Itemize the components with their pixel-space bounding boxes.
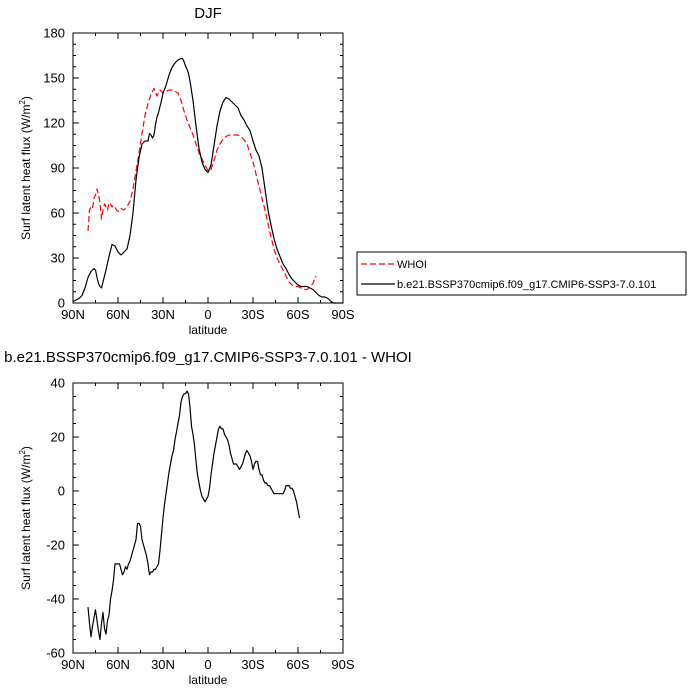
top-x-tick-label: 30N (151, 307, 175, 322)
top-x-tick-label: 30S (241, 307, 264, 322)
bottom-x-tick-label: 30S (241, 657, 264, 672)
top-chart: DJF 90N 60N 30N 0 30S 60S 90S 0 30 60 90 120 150 180 la… (18, 5, 355, 337)
top-x-tick-label: 60N (106, 307, 130, 322)
bottom-y-tick-label: -20 (46, 538, 65, 553)
bottom-chart: b.e21.BSSP370cmip6.f09_g17.CMIP6-SSP3-7.… (4, 349, 412, 687)
bottom-y-tick-label: 0 (58, 484, 65, 499)
top-y-tick-label: 180 (43, 26, 65, 41)
bottom-x-tick-label: 0 (204, 657, 211, 672)
bottom-x-axis-label: latitude (189, 673, 228, 687)
bottom-y-tick-label: -60 (46, 646, 65, 661)
top-x-tick-label: 0 (204, 307, 211, 322)
legend-label-0: WHOI (397, 259, 427, 271)
top-y-tick-label: 60 (51, 206, 65, 221)
legend: WHOI b.e21.BSSP370cmip6.f09_g17.CMIP6-SSP… (356, 251, 687, 296)
bottom-y-axis-label-text: Surf latent heat flux (W/m (19, 455, 33, 590)
top-y-tick-label: 30 (51, 251, 65, 266)
top-series-line-1 (72, 57, 343, 304)
top-y-tick-label: 0 (58, 296, 65, 311)
top-y-axis-label-sup: 2 (18, 100, 27, 105)
top-y-tick-label: 150 (43, 71, 65, 86)
bottom-plot-frame (72, 382, 344, 654)
top-plot-frame (72, 32, 344, 304)
bottom-x-tick-label: 90N (61, 657, 85, 672)
top-y-axis-label-close: ) (19, 96, 33, 100)
top-series-line-0 (87, 87, 317, 291)
top-x-tick-label: 90S (331, 307, 354, 322)
top-y-axis-label-text: Surf latent heat flux (W/m (19, 105, 33, 240)
bottom-x-tick-label: 60S (286, 657, 309, 672)
top-y-tick-label: 120 (43, 116, 65, 131)
bottom-y-tick-label: 40 (51, 376, 65, 391)
bottom-series-line-0 (87, 390, 301, 641)
top-x-axis-label: latitude (189, 323, 228, 337)
top-x-tick-label: 60S (286, 307, 309, 322)
top-y-tick-label: 90 (51, 161, 65, 176)
top-x-tick-label: 90N (61, 307, 85, 322)
bottom-chart-title: b.e21.BSSP370cmip6.f09_g17.CMIP6-SSP3-7.… (4, 349, 412, 366)
bottom-x-tick-label: 60N (106, 657, 130, 672)
bottom-y-tick-label: 20 (51, 430, 65, 445)
bottom-x-tick-label: 30N (151, 657, 175, 672)
bottom-x-tick-label: 90S (331, 657, 354, 672)
bottom-y-axis-label: Surf latent heat flux (W/m2) (18, 446, 33, 590)
top-chart-title: DJF (194, 5, 222, 22)
legend-label-1: b.e21.BSSP370cmip6.f09_g17.CMIP6-SSP3-7.… (397, 279, 656, 291)
bottom-y-axis-label-close: ) (19, 446, 33, 450)
legend-box (356, 251, 687, 296)
bottom-y-axis-label-sup: 2 (18, 450, 27, 455)
bottom-y-tick-label: -40 (46, 592, 65, 607)
top-y-axis-label: Surf latent heat flux (W/m2) (18, 96, 33, 240)
